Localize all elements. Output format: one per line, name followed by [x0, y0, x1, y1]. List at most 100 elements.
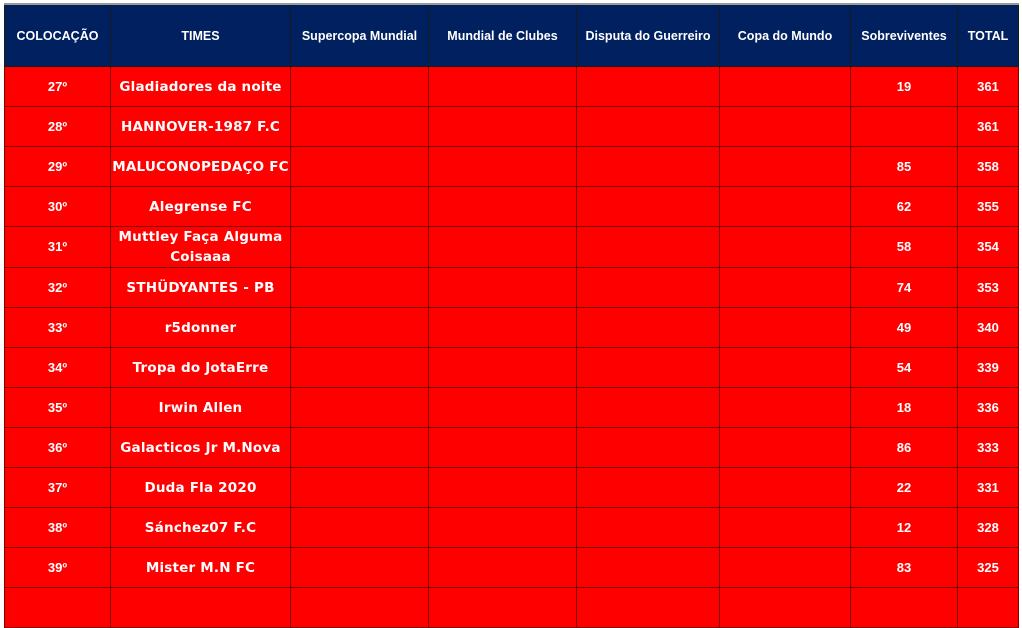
guerreiro-cell[interactable] [576, 387, 720, 428]
team-cell[interactable]: Muttley Faça Alguma Coisaaa [110, 226, 291, 268]
guerreiro-cell[interactable] [576, 467, 720, 508]
position-cell[interactable]: 31º [4, 226, 111, 268]
supercopa-cell[interactable] [290, 507, 429, 548]
sobreviventes-cell[interactable] [850, 106, 958, 147]
guerreiro-cell[interactable] [576, 427, 720, 468]
total-cell[interactable]: 355 [957, 186, 1019, 227]
team-cell[interactable]: Mister M.N FC [110, 547, 291, 588]
sobreviventes-cell[interactable]: 58 [850, 226, 958, 268]
total-cell[interactable]: 333 [957, 427, 1019, 468]
position-cell[interactable]: 32º [4, 267, 111, 308]
team-cell[interactable]: MALUCONOPEDAÇO FC [110, 146, 291, 187]
position-cell[interactable]: 37º [4, 467, 111, 508]
mundial-cell[interactable] [428, 307, 577, 348]
mundial-cell[interactable] [428, 387, 577, 428]
sobreviventes-cell[interactable]: 83 [850, 547, 958, 588]
total-cell[interactable]: 340 [957, 307, 1019, 348]
mundial-cell[interactable] [428, 106, 577, 147]
copa-cell[interactable] [719, 467, 851, 508]
copa-cell[interactable] [719, 347, 851, 388]
position-cell[interactable]: 30º [4, 186, 111, 227]
mundial-cell[interactable] [428, 507, 577, 548]
total-cell[interactable] [957, 587, 1019, 628]
total-cell[interactable]: 353 [957, 267, 1019, 308]
mundial-cell[interactable] [428, 186, 577, 227]
position-cell[interactable]: 27º [4, 66, 111, 107]
position-cell[interactable]: 29º [4, 146, 111, 187]
sobreviventes-cell[interactable]: 49 [850, 307, 958, 348]
mundial-cell[interactable] [428, 267, 577, 308]
supercopa-cell[interactable] [290, 186, 429, 227]
guerreiro-cell[interactable] [576, 106, 720, 147]
guerreiro-cell[interactable] [576, 547, 720, 588]
mundial-cell[interactable] [428, 587, 577, 628]
team-cell[interactable] [110, 587, 291, 628]
copa-cell[interactable] [719, 507, 851, 548]
guerreiro-cell[interactable] [576, 587, 720, 628]
sobreviventes-cell[interactable] [850, 587, 958, 628]
supercopa-cell[interactable] [290, 106, 429, 147]
guerreiro-cell[interactable] [576, 347, 720, 388]
supercopa-cell[interactable] [290, 427, 429, 468]
supercopa-cell[interactable] [290, 66, 429, 107]
total-cell[interactable]: 325 [957, 547, 1019, 588]
supercopa-cell[interactable] [290, 387, 429, 428]
position-cell[interactable]: 28º [4, 106, 111, 147]
mundial-cell[interactable] [428, 146, 577, 187]
supercopa-cell[interactable] [290, 467, 429, 508]
mundial-cell[interactable] [428, 226, 577, 268]
guerreiro-cell[interactable] [576, 267, 720, 308]
sobreviventes-cell[interactable]: 62 [850, 186, 958, 227]
guerreiro-cell[interactable] [576, 307, 720, 348]
total-cell[interactable]: 361 [957, 66, 1019, 107]
copa-cell[interactable] [719, 547, 851, 588]
sobreviventes-cell[interactable]: 74 [850, 267, 958, 308]
mundial-cell[interactable] [428, 547, 577, 588]
guerreiro-cell[interactable] [576, 146, 720, 187]
supercopa-cell[interactable] [290, 226, 429, 268]
supercopa-cell[interactable] [290, 146, 429, 187]
mundial-cell[interactable] [428, 467, 577, 508]
sobreviventes-cell[interactable]: 12 [850, 507, 958, 548]
copa-cell[interactable] [719, 427, 851, 468]
copa-cell[interactable] [719, 307, 851, 348]
total-cell[interactable]: 336 [957, 387, 1019, 428]
supercopa-cell[interactable] [290, 267, 429, 308]
position-cell[interactable]: 35º [4, 387, 111, 428]
team-cell[interactable]: Duda Fla 2020 [110, 467, 291, 508]
total-cell[interactable]: 328 [957, 507, 1019, 548]
sobreviventes-cell[interactable]: 19 [850, 66, 958, 107]
supercopa-cell[interactable] [290, 587, 429, 628]
position-cell[interactable]: 34º [4, 347, 111, 388]
guerreiro-cell[interactable] [576, 226, 720, 268]
guerreiro-cell[interactable] [576, 66, 720, 107]
supercopa-cell[interactable] [290, 347, 429, 388]
position-cell[interactable]: 39º [4, 547, 111, 588]
team-cell[interactable]: Tropa do JotaErre [110, 347, 291, 388]
mundial-cell[interactable] [428, 427, 577, 468]
position-cell[interactable]: 38º [4, 507, 111, 548]
copa-cell[interactable] [719, 387, 851, 428]
total-cell[interactable]: 331 [957, 467, 1019, 508]
sobreviventes-cell[interactable]: 86 [850, 427, 958, 468]
position-cell[interactable] [4, 587, 111, 628]
team-cell[interactable]: Alegrense FC [110, 186, 291, 227]
total-cell[interactable]: 339 [957, 347, 1019, 388]
mundial-cell[interactable] [428, 66, 577, 107]
supercopa-cell[interactable] [290, 547, 429, 588]
copa-cell[interactable] [719, 186, 851, 227]
position-cell[interactable]: 33º [4, 307, 111, 348]
copa-cell[interactable] [719, 226, 851, 268]
team-cell[interactable]: Irwin Allen [110, 387, 291, 428]
supercopa-cell[interactable] [290, 307, 429, 348]
guerreiro-cell[interactable] [576, 507, 720, 548]
copa-cell[interactable] [719, 267, 851, 308]
total-cell[interactable]: 361 [957, 106, 1019, 147]
copa-cell[interactable] [719, 587, 851, 628]
copa-cell[interactable] [719, 66, 851, 107]
copa-cell[interactable] [719, 106, 851, 147]
team-cell[interactable]: Gladiadores da noite [110, 66, 291, 107]
total-cell[interactable]: 358 [957, 146, 1019, 187]
team-cell[interactable]: STHÜDYANTES - PB [110, 267, 291, 308]
mundial-cell[interactable] [428, 347, 577, 388]
